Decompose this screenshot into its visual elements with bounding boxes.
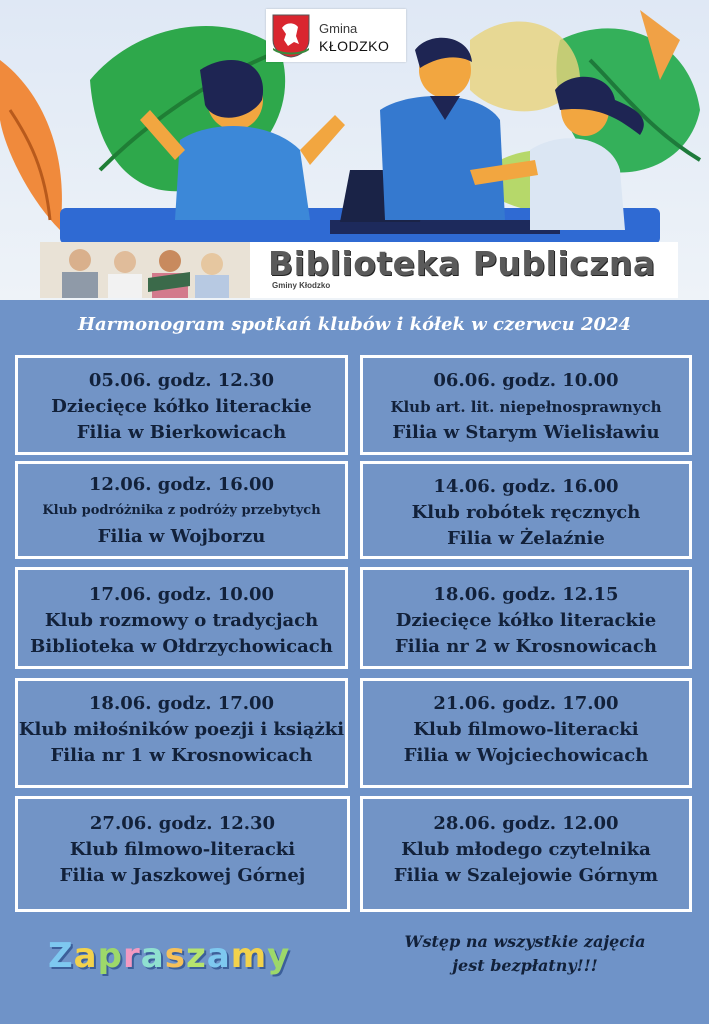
event-date: 14.06. godz. 16.00	[433, 476, 619, 497]
invite-letter: a	[206, 936, 231, 976]
people-illustration	[0, 10, 702, 244]
event-date: 28.06. godz. 12.00	[433, 813, 619, 834]
library-banner: Biblioteka Publiczna Gminy Kłodzko	[40, 242, 678, 298]
banner-title: Biblioteka Publiczna	[268, 244, 656, 283]
event-name: Klub filmowo-literacki	[69, 839, 296, 860]
event-name: Klub robótek ręcznych	[411, 502, 641, 523]
invite-letter: a	[73, 936, 98, 976]
event-place: Filia w Wojciechowicach	[403, 745, 649, 766]
gmina-klodzko-logo: Gmina KŁODZKO	[266, 9, 406, 62]
invite-letter: y	[267, 936, 291, 976]
logo-text-gmina: Gmina	[319, 21, 358, 36]
event-place: Filia w Szalejowie Górnym	[393, 865, 659, 886]
invite-letter: s	[164, 936, 186, 976]
event-card: 18.06. godz. 12.15 Dziecięce kółko liter…	[360, 567, 692, 669]
event-name: Klub filmowo-literacki	[413, 719, 639, 740]
free-entry-note: Wstęp na wszystkie zajęcia jest bezpłatn…	[360, 930, 690, 978]
event-date: 06.06. godz. 10.00	[433, 370, 619, 391]
event-name: Klub rozmowy o tradycjach	[44, 610, 319, 631]
event-date: 12.06. godz. 16.00	[88, 474, 275, 495]
event-place: Filia w Żelaźnie	[447, 528, 605, 549]
invite-letter: Z	[48, 936, 74, 976]
coat-of-arms-icon	[272, 14, 310, 58]
event-card: 12.06. godz. 16.00 Klub podróżnika z pod…	[15, 461, 348, 559]
invite-letter: z	[185, 936, 207, 976]
event-place: Biblioteka w Ołdrzychowicach	[30, 636, 333, 657]
invite-letter: p	[97, 936, 123, 976]
event-place: Filia w Wojborzu	[97, 526, 266, 547]
invite-letter: m	[230, 936, 268, 976]
event-place: Filia w Starym Wielisławiu	[392, 422, 660, 443]
header-illustration: Gmina KŁODZKO Biblioteka Publiczna Gminy…	[0, 0, 709, 300]
invite-text: Zapraszamy	[48, 936, 290, 976]
event-date: 27.06. godz. 12.30	[89, 813, 276, 834]
event-card: 14.06. godz. 16.00 Klub robótek ręcznych…	[360, 461, 692, 559]
event-date: 18.06. godz. 17.00	[88, 693, 275, 714]
free-entry-line1: Wstęp na wszystkie zajęcia	[404, 932, 646, 951]
event-name: Klub art. lit. niepełnosprawnych	[390, 398, 662, 416]
event-card: 21.06. godz. 17.00 Klub filmowo-literack…	[360, 678, 692, 788]
event-name: Dziecięce kółko literackie	[395, 610, 657, 631]
event-card: 27.06. godz. 12.30 Klub filmowo-literack…	[15, 796, 350, 912]
banner-subtitle: Gminy Kłodzko	[272, 281, 331, 290]
event-card: 05.06. godz. 12.30 Dziecięce kółko liter…	[15, 355, 348, 455]
event-card: 18.06. godz. 17.00 Klub miłośników poezj…	[15, 678, 348, 788]
event-place: Filia nr 2 w Krosnowicach	[395, 636, 657, 657]
logo-text-klodzko: KŁODZKO	[319, 38, 390, 54]
event-place: Filia w Jaszkowej Górnej	[59, 865, 306, 886]
event-name: Klub miłośników poezji i książki	[18, 719, 345, 740]
event-date: 17.06. godz. 10.00	[88, 584, 275, 605]
event-date: 18.06. godz. 12.15	[433, 584, 619, 605]
event-name: Klub podróżnika z podróży przebytych	[42, 503, 321, 518]
event-date: 21.06. godz. 17.00	[433, 693, 619, 714]
event-card: 06.06. godz. 10.00 Klub art. lit. niepeł…	[360, 355, 692, 455]
event-date: 05.06. godz. 12.30	[88, 370, 275, 391]
invite-letter: a	[140, 936, 165, 976]
event-place: Filia w Bierkowicach	[76, 422, 287, 443]
readers-photo	[40, 242, 250, 298]
event-card: 28.06. godz. 12.00 Klub młodego czytelni…	[360, 796, 692, 912]
free-entry-line2: jest bezpłatny!!!	[452, 956, 598, 975]
invite-letter: r	[122, 936, 141, 976]
event-card: 17.06. godz. 10.00 Klub rozmowy o tradyc…	[15, 567, 348, 669]
event-name: Dziecięce kółko literackie	[51, 396, 312, 417]
event-place: Filia nr 1 w Krosnowicach	[50, 745, 313, 766]
event-name: Klub młodego czytelnika	[401, 839, 651, 860]
page-title: Harmonogram spotkań klubów i kółek w cze…	[77, 314, 632, 335]
